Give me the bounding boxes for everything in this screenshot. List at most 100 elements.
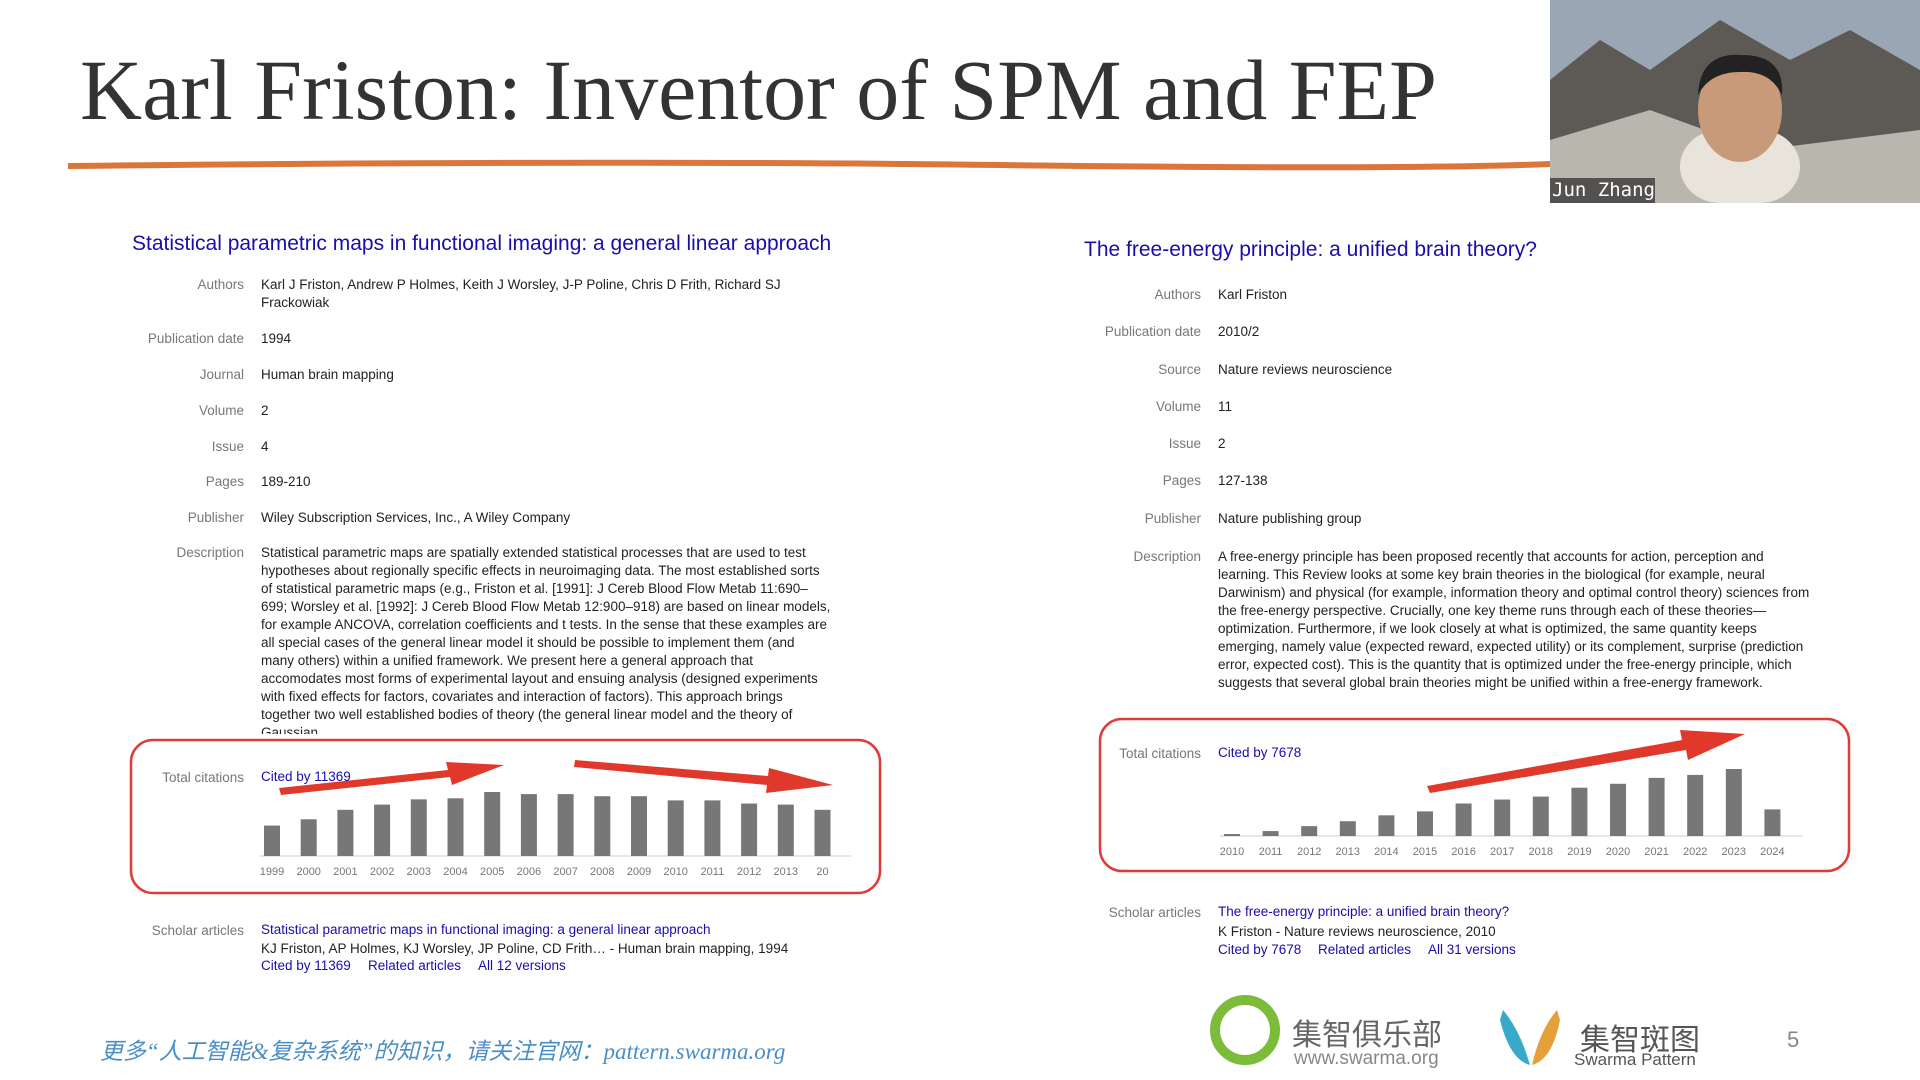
field-label: Journal [199, 367, 244, 382]
bar [300, 819, 317, 856]
scholar-link[interactable]: Cited by 7678 [1218, 942, 1302, 957]
field-value: Karl J Friston, Andrew P Holmes, Keith J… [261, 277, 781, 310]
x-tick-label: 2007 [553, 866, 577, 878]
bar [264, 825, 280, 856]
bar [557, 794, 574, 856]
x-tick-label: 2010 [1220, 846, 1244, 858]
scholar-title[interactable]: The free-energy principle: a unified bra… [1218, 904, 1510, 919]
field-value: 2010/2 [1218, 324, 1260, 339]
bar [1378, 815, 1395, 836]
field-label: Description [1133, 549, 1201, 564]
scholar-info: KJ Friston, AP Holmes, KJ Worsley, JP Po… [261, 941, 789, 956]
x-tick-label: 2018 [1529, 846, 1553, 858]
logo-name: 集智俱乐部 [1292, 1019, 1442, 1052]
bar [1417, 811, 1433, 836]
bar [484, 792, 501, 856]
field-label: Publication date [1104, 324, 1201, 339]
field-value: Wiley Subscription Services, Inc., A Wil… [261, 510, 571, 525]
bar [520, 794, 537, 856]
field-value: Nature publishing group [1218, 511, 1362, 526]
x-tick-label: 2013 [774, 866, 798, 878]
x-tick-label: 2011 [1259, 846, 1283, 858]
x-tick-label: 2014 [1374, 846, 1398, 858]
scholar-link[interactable]: All 12 versions [478, 958, 566, 973]
field-value: 189-210 [261, 474, 311, 489]
x-tick-label: 2006 [517, 866, 541, 878]
scholar-link[interactable]: Cited by 11369 [261, 958, 351, 973]
cited-by-link[interactable]: Cited by 11369 [261, 769, 351, 784]
x-tick-label: 2015 [1413, 846, 1437, 858]
bar [1648, 777, 1665, 836]
participant-name: Jun Zhang [1552, 179, 1655, 201]
bar [374, 804, 391, 856]
logo-name: 集智斑图 [1580, 1024, 1700, 1057]
bar [704, 800, 721, 856]
logo-url: www.swarma.org [1294, 1048, 1439, 1069]
x-tick-label: 2017 [1490, 846, 1514, 858]
x-tick-label: 2016 [1451, 846, 1475, 858]
field-label: Issue [211, 439, 244, 454]
field-label: Description [176, 545, 244, 560]
x-tick-label: 2005 [480, 866, 504, 878]
bar [410, 799, 427, 856]
scholar-link[interactable]: Related articles [368, 958, 462, 973]
citations-label: Total citations [162, 770, 244, 785]
x-tick-label: 2021 [1644, 846, 1668, 858]
bar [1571, 787, 1588, 836]
paper-title[interactable]: The free-energy principle: a unified bra… [1084, 238, 1537, 261]
page-number: 5 [1787, 1027, 1800, 1052]
footer-text: 更多“人工智能&复杂系统”的知识，请关注官网：pattern.swarma.or… [100, 1039, 786, 1064]
video-feed [1550, 0, 1920, 203]
field-label: Publication date [147, 331, 244, 346]
bar [741, 803, 758, 856]
scholar-info: K Friston - Nature reviews neuroscience,… [1218, 924, 1496, 939]
bar [1301, 826, 1318, 836]
field-label: Publisher [187, 510, 244, 525]
bar [631, 796, 647, 856]
bar [1725, 769, 1742, 836]
logo-subtitle: Swarma Pattern [1574, 1050, 1696, 1069]
citations-label: Total citations [1119, 746, 1201, 761]
x-tick-label: 2001 [333, 866, 357, 878]
field-label: Authors [197, 277, 244, 292]
x-tick-label: 2004 [443, 866, 467, 878]
trend-arrows [279, 730, 1745, 795]
x-tick-label: 2019 [1567, 846, 1591, 858]
bar [1455, 803, 1472, 836]
x-tick-label: 2009 [627, 866, 651, 878]
name-tag-bg [1550, 178, 1655, 203]
scholar-link[interactable]: Related articles [1318, 942, 1412, 957]
highlight-box [129, 738, 882, 895]
bar [1687, 774, 1704, 836]
title-underline [67, 159, 1551, 171]
field-label: Pages [205, 474, 244, 489]
field-value: Nature reviews neuroscience [1218, 362, 1393, 377]
x-tick-label: 2024 [1760, 846, 1784, 858]
bar [1610, 783, 1626, 836]
field-value: Human brain mapping [261, 367, 394, 382]
scholar-link[interactable]: All 31 versions [1428, 942, 1516, 957]
x-tick-label: 2013 [1336, 846, 1360, 858]
field-value: 127-138 [1218, 473, 1268, 488]
scholar-title[interactable]: Statistical parametric maps in functiona… [261, 922, 711, 937]
x-tick-label: 2008 [590, 866, 614, 878]
slide-title: Karl Friston: Inventor of SPM and FEP [80, 42, 1437, 138]
x-tick-label: 1999 [260, 866, 284, 878]
bar [667, 800, 684, 856]
paper-title[interactable]: Statistical parametric maps in functiona… [132, 232, 832, 255]
field-value: 11 [1218, 399, 1233, 414]
bar [1339, 821, 1356, 836]
bar [337, 809, 354, 856]
scholar-label: Scholar articles [1108, 905, 1201, 920]
bar [447, 798, 464, 856]
bar [777, 804, 794, 856]
x-tick-label: 2002 [370, 866, 394, 878]
cited-by-link[interactable]: Cited by 7678 [1218, 745, 1302, 760]
x-tick-label: 2020 [1606, 846, 1630, 858]
field-value: 2 [261, 403, 269, 418]
bar [594, 796, 611, 856]
x-tick-label: 2012 [1297, 846, 1321, 858]
field-label: Issue [1168, 436, 1201, 451]
field-label: Pages [1162, 473, 1201, 488]
